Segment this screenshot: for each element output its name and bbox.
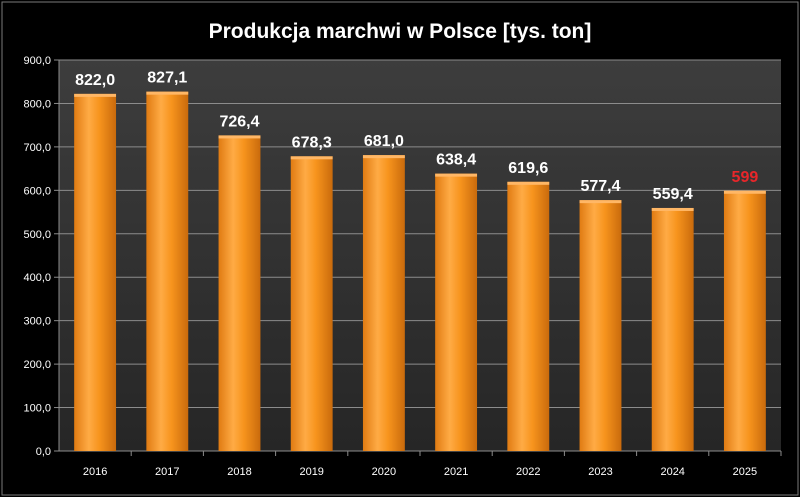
y-tick-label: 600,0 [23, 185, 51, 197]
data-label-2016: 822,0 [75, 72, 115, 89]
bar-top-2024 [651, 207, 694, 211]
bar-2017 [146, 91, 189, 452]
bar-2021 [435, 173, 478, 451]
x-tick-label: 2021 [444, 466, 468, 478]
y-tick-label: 900,0 [23, 55, 51, 67]
data-label-2022: 619,6 [508, 160, 548, 177]
data-label-2021: 638,4 [436, 152, 476, 169]
x-tick-label: 2018 [227, 466, 251, 478]
data-label-2017: 827,1 [147, 70, 187, 87]
data-label-2018: 726,4 [219, 113, 259, 130]
y-tick-label: 800,0 [23, 98, 51, 110]
x-axis-ticks: 2016 2017 2018 2019 2020 2021 2022 2023 2024 2025 [83, 451, 782, 478]
bar-top-2017 [146, 91, 189, 95]
bar-2016 [74, 93, 117, 452]
x-tick-label: 2025 [733, 466, 757, 478]
y-tick-label: 300,0 [23, 316, 51, 328]
y-tick-label: 500,0 [23, 229, 51, 241]
bar-top-2021 [435, 173, 478, 177]
x-tick-label: 2022 [516, 466, 540, 478]
bar-2025 [723, 190, 766, 452]
y-tick-label: 700,0 [23, 142, 51, 154]
bar-top-2019 [290, 156, 333, 160]
x-tick-label: 2023 [588, 466, 612, 478]
y-tick-label: 100,0 [23, 403, 51, 415]
chart-title: Produkcja marchwi w Polsce [tys. ton] [209, 20, 592, 43]
data-label-2019: 678,3 [292, 134, 332, 151]
data-label-2020: 681,0 [364, 133, 404, 150]
bar-2022 [507, 181, 550, 451]
x-tick-label: 2016 [83, 466, 107, 478]
data-label-2023: 577,4 [580, 178, 620, 195]
data-labels: 822,0 827,1 726,4 678,3 681,0 638,4 619,6 577,4… [75, 70, 758, 203]
x-tick-label: 2019 [299, 466, 323, 478]
bar-2020 [362, 155, 405, 452]
data-label-2025: 599 [732, 169, 759, 186]
bar-2018 [218, 135, 261, 451]
bar-top-2018 [218, 135, 261, 139]
bars [74, 91, 766, 452]
x-tick-label: 2024 [660, 466, 684, 478]
y-tick-label: 0,0 [36, 446, 51, 458]
bar-top-2025 [723, 190, 766, 194]
bar-top-2016 [74, 93, 117, 97]
y-tick-label: 200,0 [23, 359, 51, 371]
y-axis-ticks: 0,0 100,0 200,0 300,0 400,0 500,0 600,0 700,0 80… [23, 55, 59, 458]
y-tick-label: 400,0 [23, 272, 51, 284]
data-label-2024: 559,4 [653, 186, 693, 203]
bar-2024 [651, 207, 694, 451]
bar-top-2023 [579, 200, 622, 204]
bar-2023 [579, 200, 622, 451]
x-tick-label: 2020 [372, 466, 396, 478]
bar-top-2020 [362, 155, 405, 159]
bar-top-2022 [507, 181, 550, 185]
bar-2019 [290, 156, 333, 451]
x-tick-label: 2017 [155, 466, 179, 478]
